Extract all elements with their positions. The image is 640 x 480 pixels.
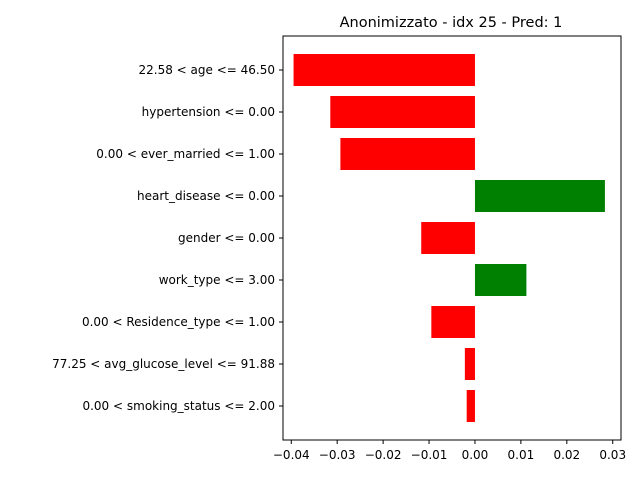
x-tick-label-6: 0.02 — [553, 448, 580, 462]
y-tick-label-1: hypertension <= 0.00 — [142, 105, 275, 119]
x-tick-label-5: 0.01 — [508, 448, 535, 462]
y-tick-label-6: 0.00 < Residence_type <= 1.00 — [82, 315, 275, 329]
bars-group — [293, 54, 605, 422]
bar-1 — [330, 96, 475, 128]
bar-6 — [431, 306, 475, 338]
y-tick-label-3: heart_disease <= 0.00 — [137, 189, 275, 203]
y-tick-label-8: 0.00 < smoking_status <= 2.00 — [82, 399, 275, 413]
bar-0 — [293, 54, 475, 86]
y-tick-label-7: 77.25 < avg_glucose_level <= 91.88 — [52, 357, 275, 371]
y-tick-labels: 22.58 < age <= 46.50 hypertension <= 0.00… — [52, 63, 283, 413]
bar-3 — [474, 180, 605, 212]
x-tick-label-0: −0.04 — [273, 448, 310, 462]
x-tick-label-3: −0.01 — [411, 448, 448, 462]
y-tick-label-0: 22.58 < age <= 46.50 — [139, 63, 275, 77]
y-tick-label-2: 0.00 < ever_married <= 1.00 — [96, 147, 275, 161]
bar-8 — [466, 390, 475, 422]
axes-frame — [282, 35, 622, 441]
x-tick-label-1: −0.03 — [319, 448, 356, 462]
bar-7 — [464, 348, 475, 380]
chart-title: Anonimizzato - idx 25 - Pred: 1 — [340, 15, 563, 31]
y-tick-label-5: work_type <= 3.00 — [159, 273, 275, 287]
bar-2 — [340, 138, 475, 170]
x-tick-label-7: 0.03 — [599, 448, 626, 462]
y-tick-label-4: gender <= 0.00 — [178, 231, 275, 245]
x-tick-label-2: −0.02 — [365, 448, 402, 462]
bar-4 — [421, 222, 475, 254]
x-tick-label-4: 0.00 — [462, 448, 489, 462]
x-axis-ticks: −0.04 −0.03 −0.02 −0.01 0.00 0.01 0.02 0.03 — [273, 440, 626, 462]
bar-5 — [474, 264, 527, 296]
